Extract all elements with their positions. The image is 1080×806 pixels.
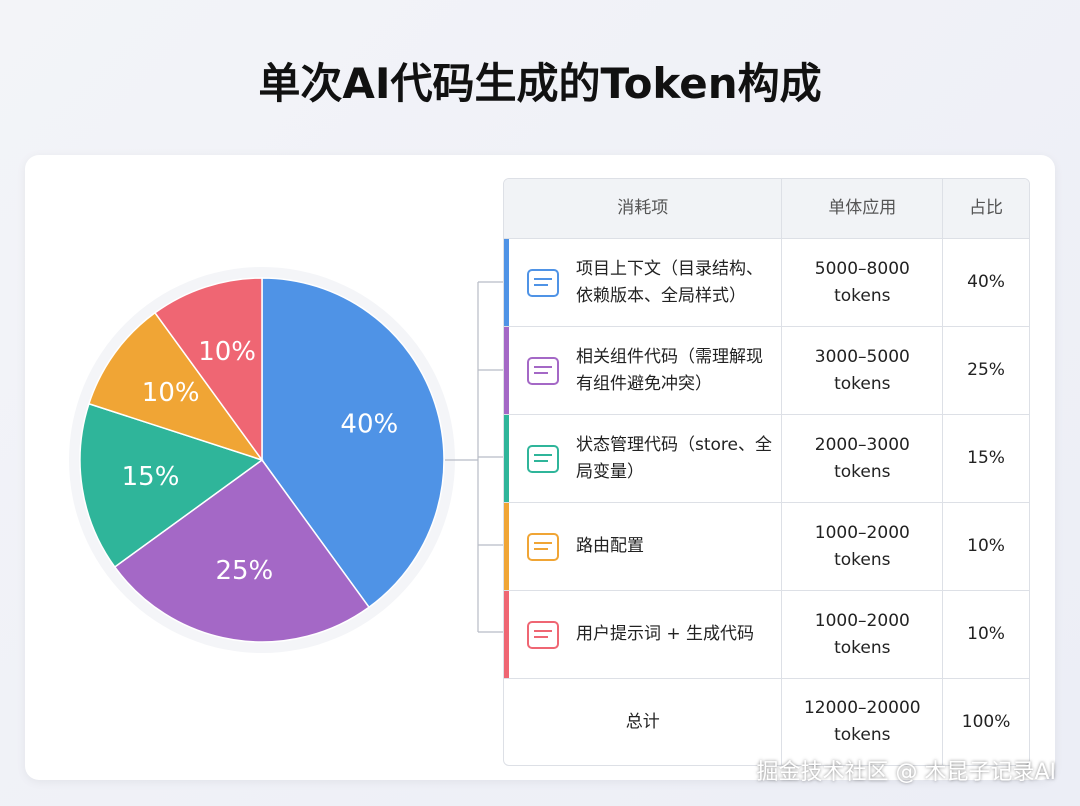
cell-text: 100% [961, 711, 1011, 732]
table-cell: 100% [943, 679, 1029, 765]
table-cell: 1000–2000 tokens [782, 503, 944, 590]
pie-slice [153, 277, 263, 463]
row-icon [527, 444, 559, 473]
cell-text: 25% [967, 360, 1005, 380]
slice-label: 15% [122, 462, 180, 492]
table-cell: 10% [943, 591, 1029, 678]
row-icon [527, 532, 559, 561]
table-row: 状态管理代码（store、全局变量） 2000–3000 tokens 15% [504, 414, 1029, 502]
table-cell: 状态管理代码（store、全局变量） [504, 415, 783, 502]
table-cell: 3000–5000 tokens [782, 327, 944, 414]
cell-text: 10% [967, 536, 1005, 556]
header-cell: 单体应用 [782, 179, 944, 238]
table-cell: 10% [943, 503, 1029, 590]
slice-label: 25% [215, 556, 273, 586]
cell-text: 状态管理代码（store、全局变量） [576, 434, 772, 482]
slice-label: 10% [142, 378, 200, 408]
row-icon [527, 620, 559, 649]
cell-text: 1000–2000 tokens [814, 610, 910, 658]
cell-text: 1000–2000 tokens [814, 522, 910, 570]
row-accent [504, 239, 509, 326]
table-row: 项目上下文（目录结构、依赖版本、全局样式） 5000–8000 tokens 40% [504, 238, 1029, 326]
cell-text: 项目上下文（目录结构、依赖版本、全局样式） [576, 258, 763, 306]
table-cell: 12000–20000 tokens [782, 679, 944, 765]
cell-text: 总计 [625, 711, 660, 732]
table-cell: 25% [943, 327, 1029, 414]
row-accent [504, 591, 509, 678]
row-accent [504, 415, 509, 502]
cell-text: 用户提示词 + 生成代码 [576, 624, 755, 644]
table-row: 相关组件代码（需理解现有组件避免冲突） 3000–5000 tokens 25% [504, 326, 1029, 414]
connectors [445, 281, 503, 633]
table-cell: 1000–2000 tokens [782, 591, 944, 678]
row-accent [504, 327, 509, 414]
table-cell: 项目上下文（目录结构、依赖版本、全局样式） [504, 239, 783, 326]
table-cell: 2000–3000 tokens [782, 415, 944, 502]
table-row: 总计 12000–20000 tokens 100% [504, 678, 1029, 765]
table-cell: 用户提示词 + 生成代码 [504, 591, 783, 678]
slice-label: 10% [198, 337, 256, 367]
row-icon [527, 356, 559, 385]
cell-text: 10% [967, 624, 1005, 644]
cell-text: 40% [967, 272, 1005, 292]
connector-lines [445, 281, 503, 633]
table-row: 路由配置 1000–2000 tokens 10% [504, 502, 1029, 590]
cell-text: 相关组件代码（需理解现有组件避免冲突） [576, 346, 763, 394]
cell-text: 15% [967, 448, 1005, 468]
table-cell: 总计 [504, 679, 783, 765]
row-icon [527, 268, 559, 297]
watermark: 掘金技术社区 @ 木昆子记录AI [756, 760, 1056, 785]
table: 消耗项 单体应用 占比项目上下文（目录结构、依赖版本、全局样式） 5000–8000 … [503, 178, 1030, 766]
table-row: 用户提示词 + 生成代码 1000–2000 tokens 10% [504, 590, 1029, 678]
row-accent [504, 503, 509, 590]
table-cell: 5000–8000 tokens [782, 239, 944, 326]
pie-slice [113, 458, 371, 643]
cell-text: 5000–8000 tokens [814, 258, 910, 306]
cell-text: 12000–20000 tokens [803, 698, 921, 745]
table-cell: 15% [943, 415, 1029, 502]
table-cell: 路由配置 [504, 503, 783, 590]
pie-slice [79, 402, 264, 569]
title: 单次AI代码生成的Token构成 [258, 59, 822, 108]
table-cell: 40% [943, 239, 1029, 326]
header-cell: 占比 [969, 198, 1004, 218]
pie-slice [87, 311, 264, 462]
slice-label: 40% [340, 410, 398, 440]
cell-text: 3000–5000 tokens [814, 346, 910, 394]
pie-slice [261, 277, 445, 609]
header-row: 消耗项 单体应用 占比 [504, 179, 1029, 238]
cell-text: 路由配置 [576, 536, 644, 556]
table-cell: 相关组件代码（需理解现有组件避免冲突） [504, 327, 783, 414]
cell-text: 2000–3000 tokens [814, 434, 910, 482]
header-cell: 消耗项 [504, 179, 783, 238]
